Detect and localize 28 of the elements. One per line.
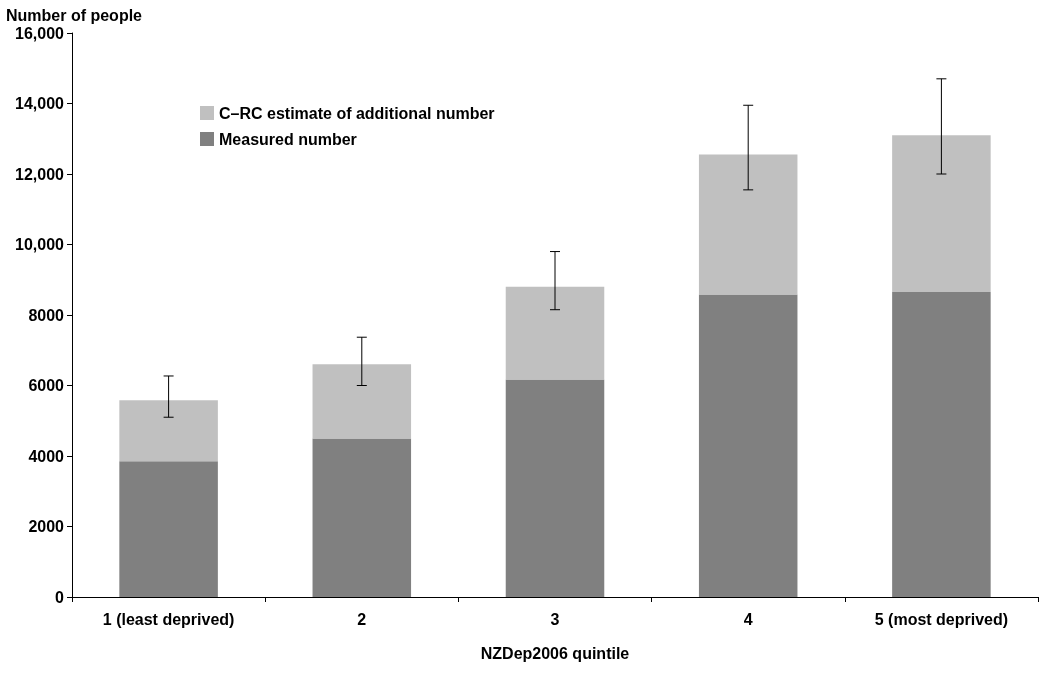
y-tick-label: 8000 [28,306,65,324]
bar [312,364,412,439]
bar [505,379,605,597]
y-tick-label: 0 [55,588,65,606]
bar [698,154,798,295]
y-tick-label: 6000 [28,377,65,394]
x-tick-label: 4 [743,610,753,628]
y-tick-label: 4000 [28,447,65,465]
y-axis-title: Number of people [6,6,143,24]
x-tick-label: 1 (least deprived) [102,610,235,628]
y-tick-label: 12,000 [15,165,65,183]
x-tick-label: 2 [357,610,367,628]
bar [892,292,991,597]
bar [312,438,412,597]
y-tick-label: 14,000 [15,95,65,112]
legend-label: Measured number [219,130,357,148]
x-tick-label: 3 [550,610,560,628]
x-axis-title: NZDep2006 quintile [480,644,630,662]
bar [698,294,798,597]
legend-label: C–RC estimate of additional number [219,104,495,122]
y-tick-label: 10,000 [15,236,65,253]
y-tick-label: 16,000 [15,24,65,42]
bar [892,135,991,293]
bar [119,461,218,597]
bar [505,286,605,380]
x-tick-label: 5 (most deprived) [874,610,1009,628]
bar [119,400,218,462]
y-tick-label: 2000 [28,518,65,535]
